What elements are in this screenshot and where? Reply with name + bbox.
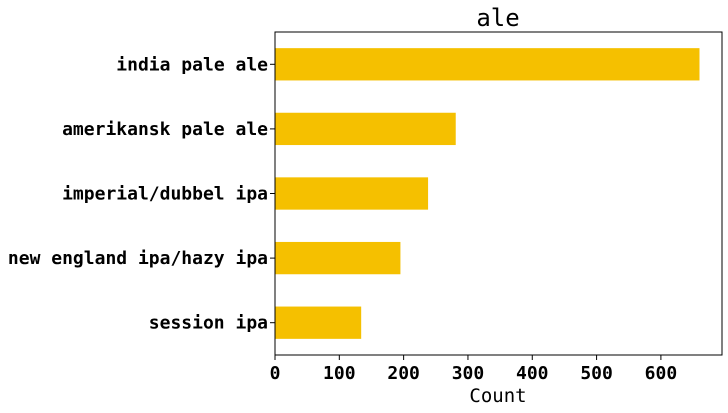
y-tick-label: imperial/dubbel ipa: [62, 184, 268, 205]
x-axis-label: Count: [469, 385, 526, 407]
y-tick-label: new england ipa/hazy ipa: [8, 248, 268, 269]
y-tick-label: session ipa: [149, 313, 268, 334]
x-tick-label: 300: [452, 363, 485, 384]
bar: [275, 241, 401, 275]
bar: [275, 48, 700, 81]
bar: [275, 177, 429, 210]
chart-title: ale: [476, 4, 519, 32]
y-axis: india pale ale amerikansk pale ale imperia…: [8, 54, 275, 334]
x-tick-label: 100: [323, 363, 356, 384]
y-tick-label: india pale ale: [116, 54, 268, 75]
y-tick-label: amerikansk pale ale: [62, 119, 268, 140]
x-tick-label: 200: [387, 363, 420, 384]
x-tick-label: 0: [270, 363, 281, 384]
bar: [275, 112, 456, 146]
x-tick-label: 400: [516, 363, 549, 384]
x-tick-label: 600: [645, 363, 678, 384]
x-tick-label: 500: [580, 363, 613, 384]
bars-layer: [275, 48, 700, 339]
x-axis: 0 100 200 300 400 500 600: [270, 355, 678, 384]
bar: [275, 306, 362, 339]
